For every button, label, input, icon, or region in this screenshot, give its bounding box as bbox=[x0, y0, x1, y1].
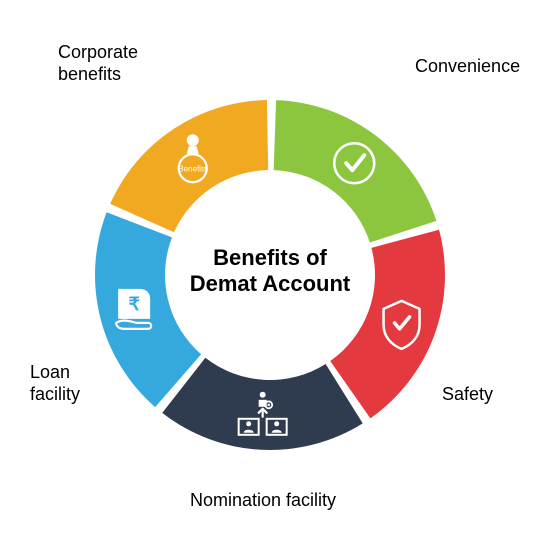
label-safety: Safety bbox=[442, 384, 493, 406]
center-title-line2: Demat Account bbox=[170, 271, 370, 297]
label-nomination: Nomination facility bbox=[190, 490, 336, 512]
svg-text:Benefits: Benefits bbox=[178, 164, 207, 173]
svg-text:₹: ₹ bbox=[128, 294, 140, 314]
segment-convenience bbox=[274, 100, 437, 242]
center-title: Benefits of Demat Account bbox=[170, 245, 370, 297]
label-loan: Loan facility bbox=[30, 362, 80, 405]
center-title-line1: Benefits of bbox=[170, 245, 370, 271]
label-convenience: Convenience bbox=[415, 56, 520, 78]
label-corporate: Corporate benefits bbox=[58, 42, 138, 85]
